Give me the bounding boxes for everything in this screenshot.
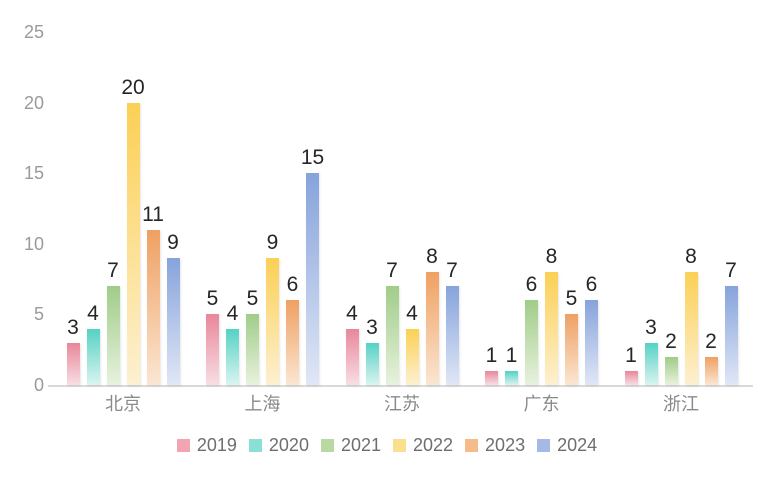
bar-2023-北京 — [146, 229, 160, 385]
bar-2023-广东 — [565, 314, 578, 385]
category-label-北京: 北京 — [105, 394, 141, 414]
data-label: 3 — [645, 315, 657, 339]
data-label: 9 — [266, 230, 279, 254]
bar-2022-上海 — [266, 257, 279, 385]
legend-item-2024: 2024 — [537, 434, 597, 456]
bar-2021-浙江 — [664, 356, 678, 385]
legend-item-2021: 2021 — [320, 434, 381, 456]
legend: 2019 2020 2021 2022 2023 2024 — [0, 434, 774, 456]
legend-swatch-icon — [248, 438, 262, 452]
data-label: 7 — [107, 259, 119, 283]
y-tick-label: 25 — [23, 22, 44, 42]
category-label-上海: 上海 — [244, 394, 281, 414]
data-label: 8 — [426, 245, 438, 269]
bar-2021-江苏 — [385, 286, 399, 385]
data-label: 4 — [226, 301, 239, 325]
bar-2021-北京 — [106, 286, 120, 385]
bar-2022-江苏 — [405, 328, 419, 385]
bar-2020-北京 — [86, 328, 100, 385]
bar-2019-浙江 — [624, 370, 638, 385]
legend-item-2020: 2020 — [248, 434, 309, 456]
legend-label: 2019 — [196, 435, 237, 455]
data-label: 20 — [121, 75, 145, 99]
data-label: 2 — [665, 329, 677, 353]
data-label: 5 — [565, 287, 578, 311]
data-label: 1 — [485, 343, 498, 367]
legend-label: 2024 — [557, 435, 598, 455]
y-tick-label: 15 — [23, 163, 44, 184]
legend-item-2022: 2022 — [393, 434, 453, 456]
legend-item-2023: 2023 — [465, 434, 525, 456]
bar-2023-上海 — [286, 300, 299, 385]
bar-2019-广东 — [485, 370, 498, 385]
data-label: 4 — [406, 301, 418, 325]
bar-2021-上海 — [246, 314, 259, 385]
bar-2022-广东 — [545, 272, 558, 385]
bar-2023-江苏 — [425, 272, 439, 385]
x-axis-line — [48, 385, 753, 387]
data-label: 8 — [685, 245, 697, 269]
data-label: 5 — [206, 287, 219, 311]
bar-2020-上海 — [226, 328, 239, 385]
bar-2019-上海 — [206, 314, 219, 385]
y-tick-label: 20 — [23, 92, 44, 113]
bar-2020-浙江 — [644, 342, 658, 385]
data-label: 6 — [286, 273, 299, 297]
data-label: 6 — [525, 273, 538, 297]
legend-label: 2020 — [268, 435, 309, 455]
bar-2022-北京 — [126, 102, 140, 385]
data-label: 3 — [67, 315, 79, 339]
y-tick-label: 5 — [33, 304, 44, 325]
bar-2022-浙江 — [684, 272, 698, 385]
data-label: 7 — [725, 259, 737, 283]
legend-swatch-icon — [465, 438, 479, 452]
data-label: 2 — [705, 329, 717, 353]
legend-item-2019: 2019 — [176, 434, 237, 456]
bar-2024-北京 — [166, 257, 180, 385]
data-label: 1 — [625, 343, 637, 367]
legend-label: 2022 — [413, 435, 454, 455]
category-label-广东: 广东 — [523, 394, 560, 414]
data-label: 3 — [366, 315, 378, 339]
y-tick-label: 0 — [33, 375, 44, 395]
data-label: 11 — [142, 202, 164, 226]
y-tick-label: 10 — [23, 233, 44, 254]
legend-swatch-icon — [176, 438, 190, 452]
category-label-浙江: 浙江 — [663, 394, 699, 414]
data-label: 5 — [246, 287, 259, 311]
bar-2024-上海 — [306, 173, 319, 385]
data-label: 15 — [300, 146, 325, 170]
legend-swatch-icon — [537, 438, 551, 452]
data-label: 8 — [545, 245, 558, 269]
bar-2020-江苏 — [365, 342, 379, 385]
bar-2019-江苏 — [345, 328, 359, 385]
bar-2020-广东 — [505, 370, 518, 385]
data-label: 1 — [505, 343, 518, 367]
data-label: 7 — [446, 259, 458, 283]
legend-swatch-icon — [320, 438, 334, 452]
data-label: 7 — [386, 259, 398, 283]
bar-2019-北京 — [66, 342, 80, 385]
bar-2023-浙江 — [704, 356, 718, 385]
data-label: 4 — [87, 301, 99, 325]
legend-label: 2021 — [340, 435, 381, 455]
category-label-江苏: 江苏 — [384, 394, 420, 414]
data-label: 6 — [585, 273, 598, 297]
data-label: 9 — [167, 230, 179, 254]
legend-swatch-icon — [393, 438, 406, 452]
bar-2024-江苏 — [445, 286, 459, 385]
data-label: 4 — [346, 301, 358, 325]
bar-2024-浙江 — [724, 286, 738, 385]
bar-2021-广东 — [525, 300, 538, 385]
bar-2024-广东 — [585, 300, 598, 385]
legend-label: 2023 — [485, 435, 526, 455]
